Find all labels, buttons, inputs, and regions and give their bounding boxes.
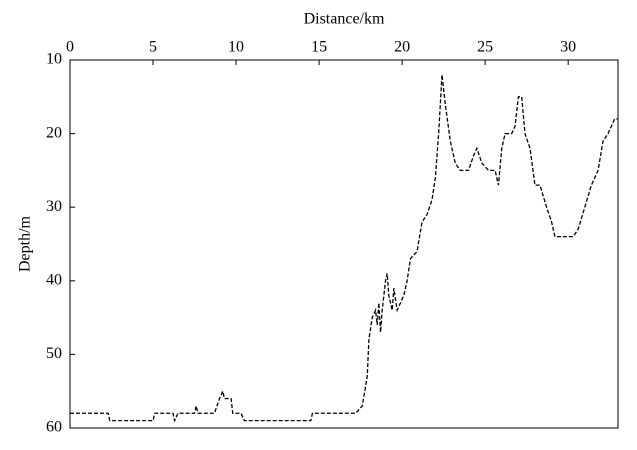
y-tick-label: 50 bbox=[46, 345, 62, 362]
plot-frame bbox=[69, 59, 619, 429]
x-tick-label: 30 bbox=[560, 39, 576, 56]
x-tick-label: 0 bbox=[66, 39, 74, 56]
depth-line bbox=[70, 74, 618, 423]
x-tick-label: 25 bbox=[477, 39, 493, 56]
x-tick-label: 10 bbox=[228, 39, 244, 56]
y-tick-label: 60 bbox=[46, 419, 62, 436]
y-tick-label: 30 bbox=[46, 198, 62, 215]
y-tick-label: 20 bbox=[46, 124, 62, 141]
x-tick-label: 5 bbox=[149, 39, 157, 56]
y-tick-label: 10 bbox=[46, 51, 62, 68]
x-tick-label: 15 bbox=[311, 39, 327, 56]
x-tick-label: 20 bbox=[394, 39, 410, 56]
y-axis-label: Depth/m bbox=[17, 215, 34, 272]
x-axis-label: Distance/km bbox=[304, 11, 385, 28]
y-tick-label: 40 bbox=[46, 271, 62, 288]
